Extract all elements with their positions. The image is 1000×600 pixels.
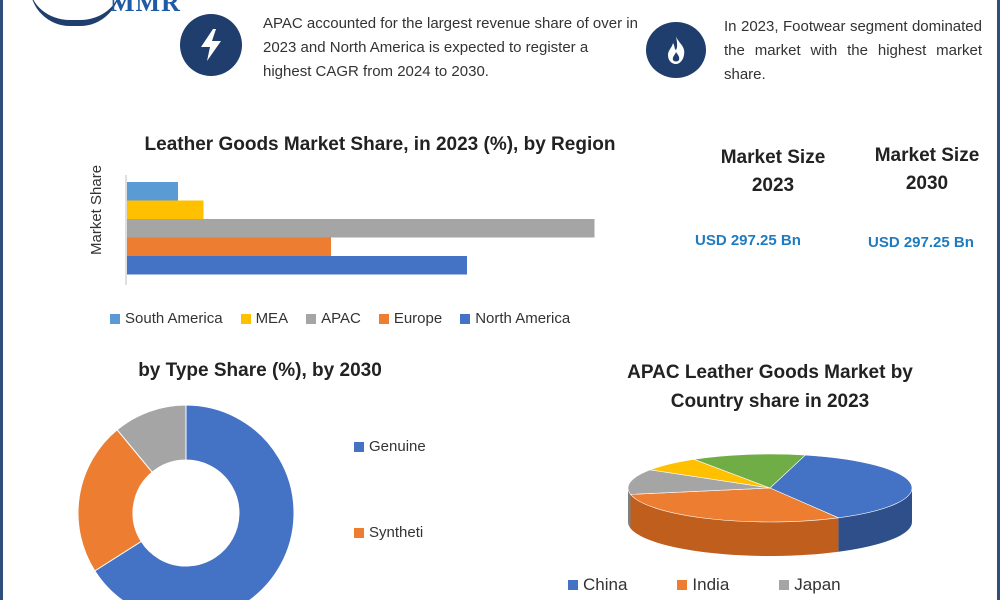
legend-swatch-synthetic bbox=[354, 527, 364, 538]
type-share-title: by Type Share (%), by 2030 bbox=[138, 360, 382, 381]
legend-label-mea: MEA bbox=[255, 310, 289, 327]
insight-footwear: In 2023, Footwear segment dominated the … bbox=[724, 18, 982, 83]
bar-mea bbox=[127, 200, 204, 219]
donut-slice-other bbox=[116, 405, 187, 473]
legend-swatch-mea bbox=[240, 313, 251, 324]
bar-europe bbox=[127, 237, 331, 256]
legend-swatch-genuine bbox=[354, 441, 364, 452]
legend-item-south-america: South America bbox=[110, 310, 223, 327]
pie-side-india bbox=[630, 494, 839, 556]
left-border bbox=[0, 0, 3, 600]
pie-legend-swatch-india bbox=[677, 580, 688, 590]
type-donut-chart bbox=[77, 405, 295, 600]
legend-label-europe: Europe bbox=[393, 310, 443, 327]
bar-south-america bbox=[127, 182, 178, 201]
lightning-bolt-icon bbox=[180, 14, 242, 76]
legend-synthetic: Syntheti bbox=[354, 524, 423, 541]
logo-swoosh bbox=[30, 0, 120, 26]
flame-icon bbox=[646, 22, 706, 78]
legend-genuine: Genuine bbox=[354, 438, 426, 455]
brand-logo: MMR bbox=[30, 0, 220, 26]
y-axis-label: Market Share bbox=[88, 164, 105, 255]
legend-item-mea: MEA bbox=[240, 310, 289, 327]
right-border bbox=[997, 0, 1000, 600]
bar-chart-legend: South America MEA APAC Europe North America bbox=[110, 310, 588, 327]
legend-label-synthetic: Syntheti bbox=[369, 524, 424, 541]
legend-item-apac: APAC bbox=[306, 310, 361, 327]
pie-legend-swatch-japan bbox=[779, 580, 790, 590]
pie-side-china bbox=[838, 488, 912, 552]
pie-legend-label-china: China bbox=[583, 575, 628, 594]
insight-apac: APAC accounted for the largest revenue s… bbox=[263, 15, 638, 80]
pie-legend-india: India bbox=[677, 575, 729, 595]
market-size-2030-label: Market Size 2030 bbox=[874, 145, 980, 194]
bar-chart-title: Leather Goods Market Share, in 2023 (%),… bbox=[144, 134, 616, 155]
logo-text: MMR bbox=[110, 0, 181, 17]
bar-north-america bbox=[127, 256, 467, 275]
pie-slice-other-4 bbox=[692, 453, 807, 489]
pie-slice-india bbox=[629, 487, 840, 523]
market-size-2023-value: USD 297.25 Bn bbox=[695, 232, 801, 249]
pie-slice-japan bbox=[627, 469, 771, 495]
legend-label-genuine: Genuine bbox=[369, 438, 426, 455]
legend-swatch-north-america bbox=[460, 313, 471, 324]
apac-country-title: APAC Leather Goods Market by Country sha… bbox=[627, 362, 913, 412]
legend-swatch-south-america bbox=[110, 313, 120, 324]
market-size-2023-label: Market Size 2023 bbox=[720, 147, 826, 196]
donut-slice-genuine bbox=[94, 405, 295, 600]
pie-legend-label-india: India bbox=[692, 575, 730, 594]
legend-item-europe: Europe bbox=[378, 310, 443, 327]
legend-swatch-europe bbox=[378, 313, 389, 324]
legend-swatch-apac bbox=[306, 313, 317, 324]
legend-label-apac: APAC bbox=[321, 310, 361, 327]
apac-pie-legend: China India Japan bbox=[568, 575, 891, 595]
bar-chart-svg bbox=[125, 175, 595, 285]
apac-country-pie bbox=[627, 453, 913, 556]
market-size-2030-value: USD 297.25 Bn bbox=[868, 234, 974, 251]
legend-item-north-america: North America bbox=[460, 310, 570, 327]
bar-apac bbox=[127, 219, 595, 238]
pie-side-japan bbox=[628, 488, 631, 529]
pie-slice-china bbox=[769, 454, 913, 519]
pie-legend-swatch-china bbox=[568, 580, 578, 590]
region-bar-chart: Market Share bbox=[88, 165, 648, 310]
pie-legend-japan: Japan bbox=[779, 575, 841, 595]
legend-label-south-america: South America bbox=[125, 310, 223, 327]
legend-label-north-america: North America bbox=[475, 310, 571, 327]
pie-legend-label-japan: Japan bbox=[794, 575, 841, 594]
donut-slice-syntheti bbox=[77, 429, 153, 572]
pie-legend-china: China bbox=[568, 575, 627, 595]
